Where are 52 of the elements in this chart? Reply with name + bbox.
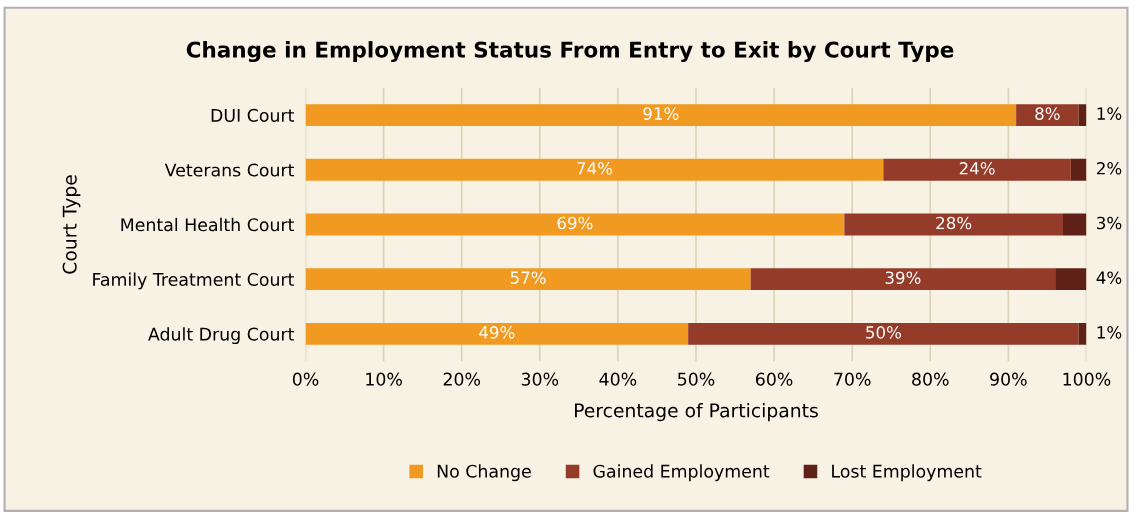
bar [1016,104,1079,127]
y-tick-label: DUI Court [211,108,294,122]
data-label: 3% [1097,216,1122,230]
bar [1078,322,1087,345]
data-label: 1% [1097,107,1122,120]
data-label: 2% [1097,161,1122,175]
y-tick-label: Family Treatment Court [93,272,294,290]
x-tick-label: 50% [678,372,715,386]
bar [305,268,751,291]
bar [844,213,1063,236]
y-tick-label: Mental Health Court [121,217,294,232]
chart-title: Change in Employment Status From Entry to Exit by Court Type [186,41,954,63]
x-tick-label: 80% [912,372,949,386]
x-tick-label: 30% [521,372,559,386]
legend-label: Gained Employment [593,464,770,482]
legend-label: Lost Employment [832,464,982,482]
bar [305,158,884,181]
data-label: 91% [643,107,679,120]
data-label: 28% [936,216,972,230]
bar [305,322,689,345]
bar [688,322,1079,345]
x-tick-label: 10% [366,372,402,386]
legend-label: No Change [437,464,531,482]
bar [1062,213,1087,236]
y-axis-title: Court Type [62,175,81,274]
x-tick-label: 20% [443,372,481,386]
data-label: 69% [557,216,593,230]
y-tick-label: Adult Drug Court [148,327,294,345]
data-label: 1% [1097,326,1122,339]
x-tick-label: 70% [834,372,871,386]
bar [883,158,1071,181]
x-tick-label: 100% [1063,372,1111,386]
data-label: 74% [577,161,613,175]
data-label: 57% [510,271,546,284]
data-label: 24% [959,161,995,175]
bar [1070,158,1087,181]
x-axis-title: Percentage of Participants [575,403,818,422]
data-label: 39% [885,271,921,284]
x-tick-label: 0% [292,372,319,386]
bar [1055,268,1087,291]
data-label: 8% [1035,107,1060,120]
bar [1078,104,1087,127]
data-label: 49% [479,326,515,339]
y-tick-label: Veterans Court [164,163,294,177]
bar [750,268,1056,291]
data-label: 50% [866,326,901,339]
bar [305,213,845,236]
x-tick-label: 40% [599,372,637,386]
data-label: 4% [1096,271,1122,284]
bar [305,104,1017,127]
x-tick-label: 60% [755,372,793,386]
x-tick-label: 90% [990,372,1027,386]
